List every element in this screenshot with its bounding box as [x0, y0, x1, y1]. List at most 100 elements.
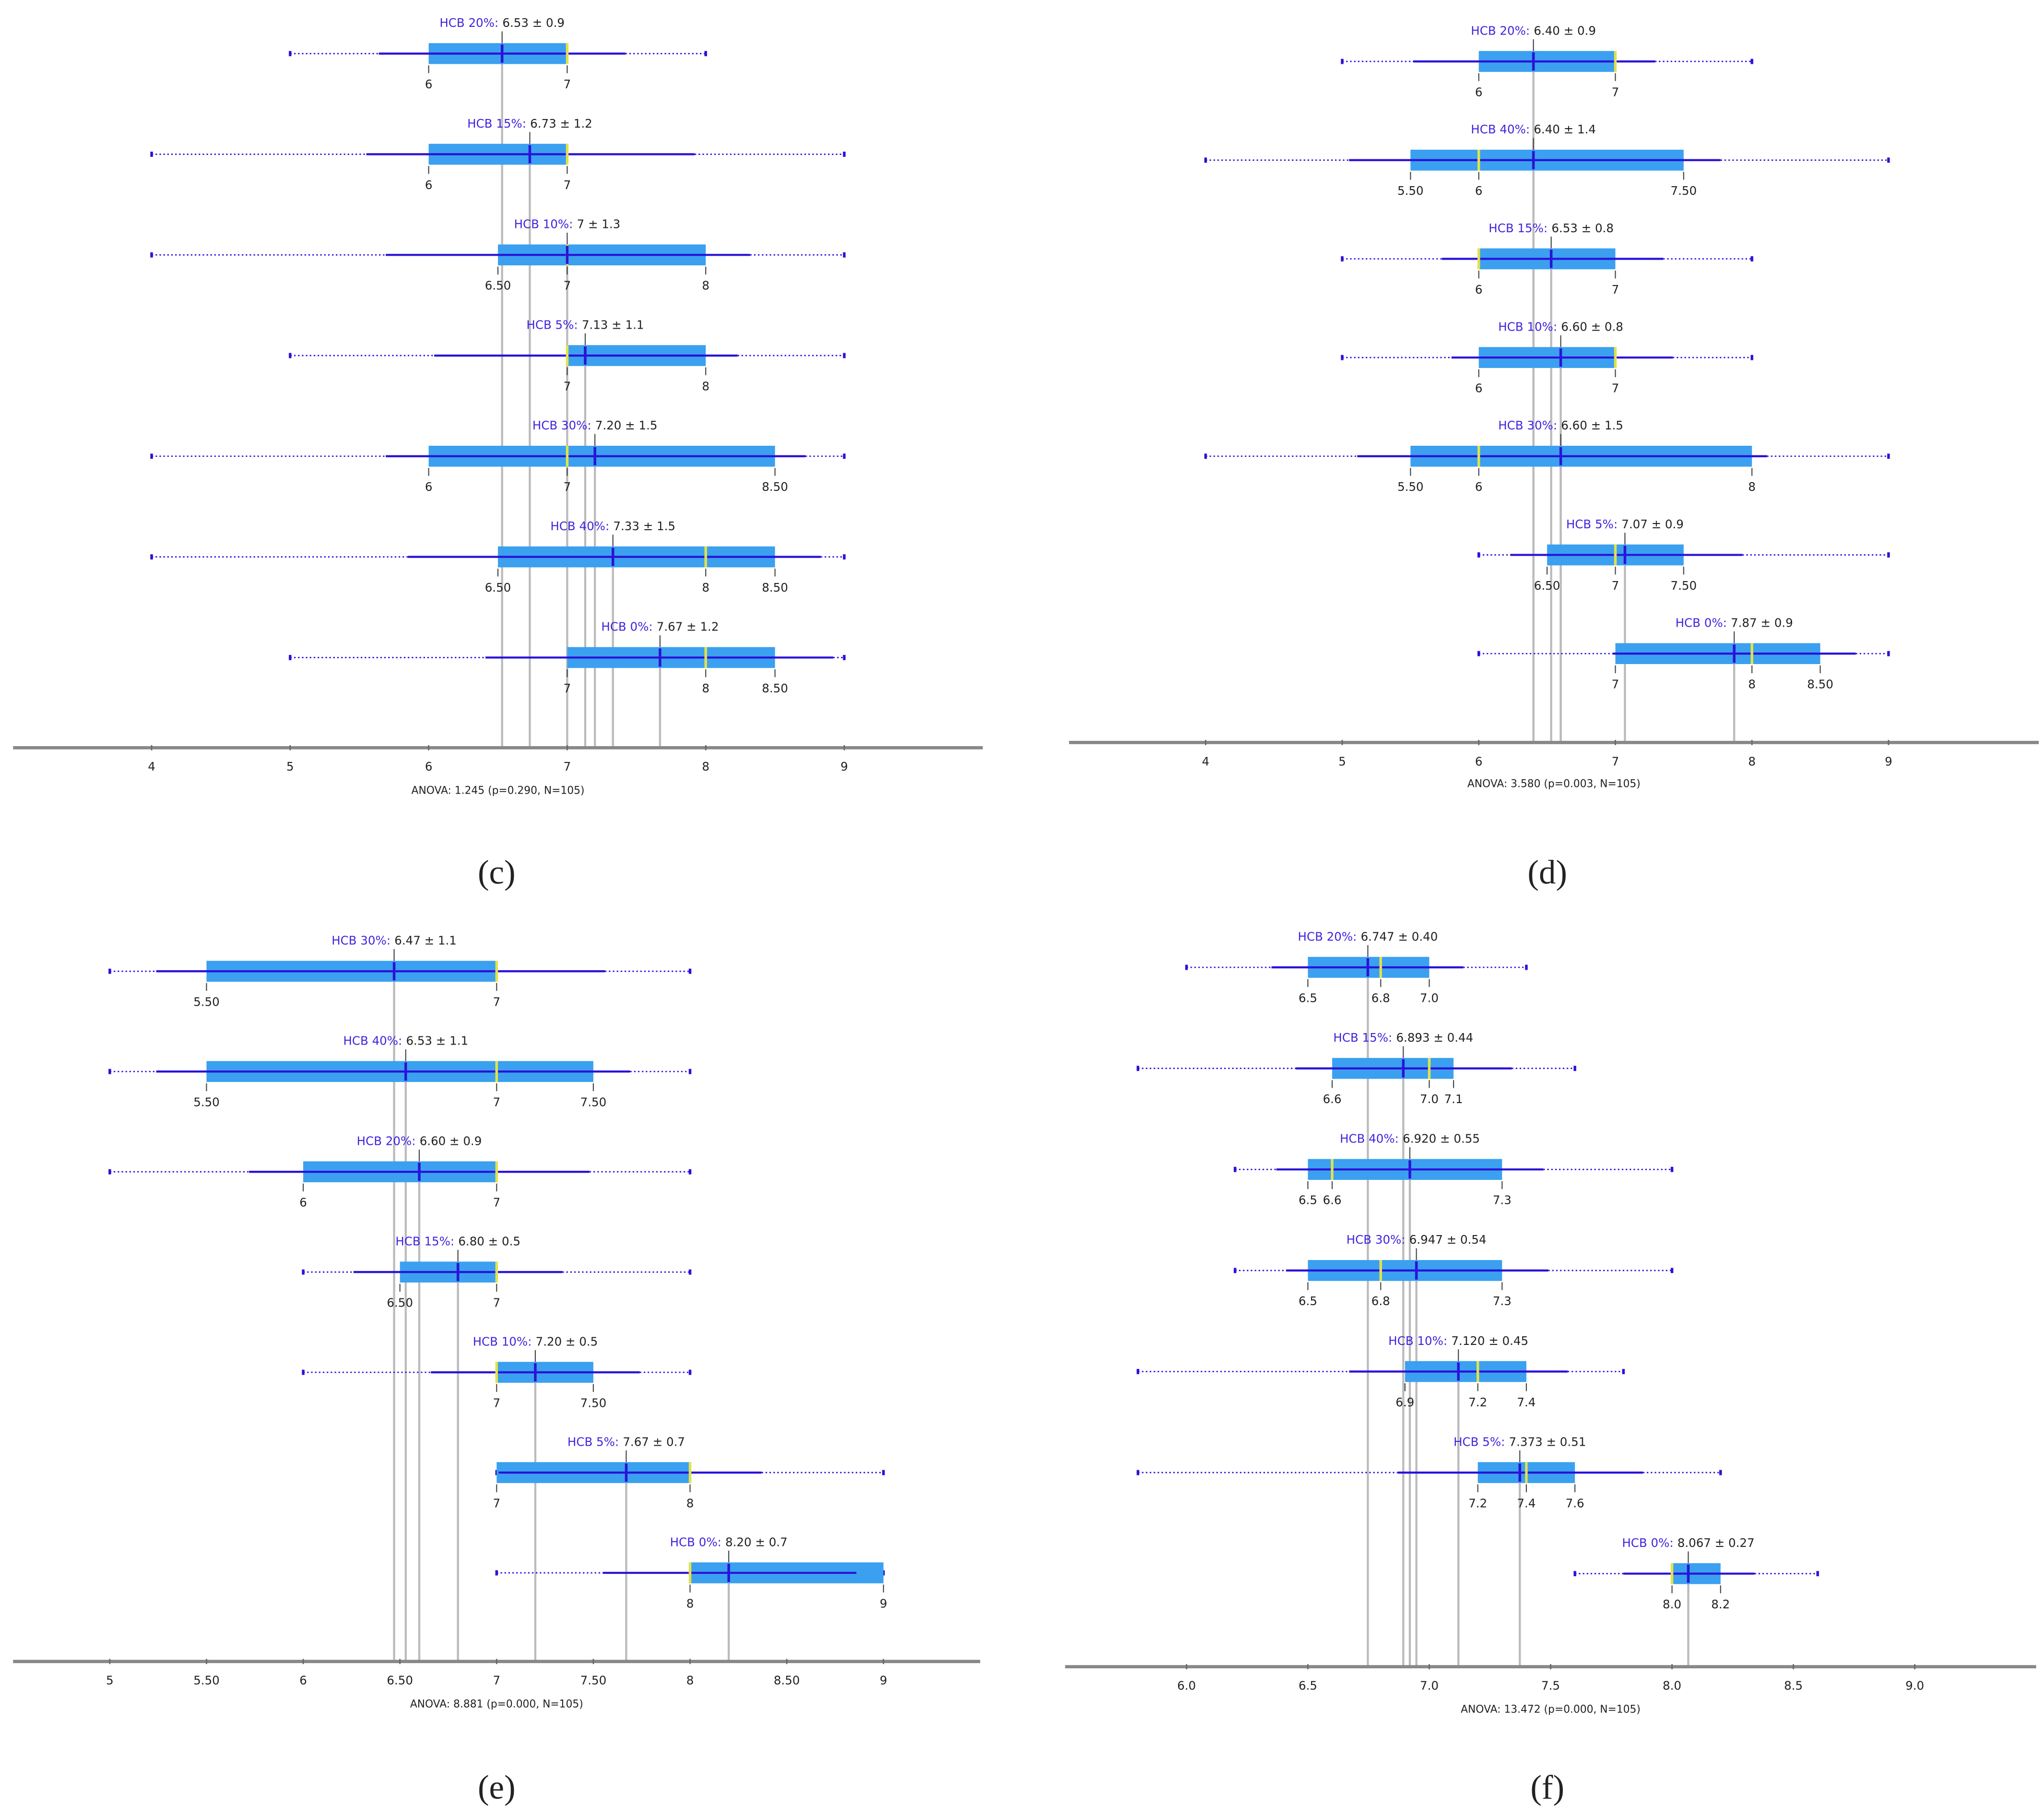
- mean-stat: 6.53 ± 0.9: [502, 16, 565, 30]
- quartile-label: 7.6: [1566, 1496, 1584, 1510]
- quartile-label: 7: [1612, 381, 1619, 395]
- box-label: HCB 30%: 6.60 ± 1.5: [1498, 418, 1623, 432]
- group-name: HCB 10%:: [1498, 320, 1557, 333]
- group-name: HCB 15%:: [467, 117, 526, 131]
- panel-label: (c): [478, 854, 516, 892]
- group-name: HCB 0%:: [670, 1535, 721, 1549]
- mean-stat: 6.947 ± 0.54: [1409, 1233, 1487, 1247]
- box-label: HCB 30%: 6.47 ± 1.1: [331, 934, 457, 948]
- quartile-label: 7: [564, 178, 571, 192]
- box-label: HCB 30%: 6.947 ± 0.54: [1347, 1233, 1487, 1247]
- box-label: HCB 0%: 7.87 ± 0.9: [1676, 616, 1793, 630]
- quartile-label: 6.5: [1299, 991, 1317, 1005]
- quartile-label: 7: [1612, 85, 1619, 99]
- caption: ANOVA: 3.580 (p=0.003, N=105): [1467, 778, 1641, 790]
- quartile-label: 6: [1475, 85, 1483, 99]
- box-label: HCB 30%: 7.20 ± 1.5: [532, 418, 658, 432]
- x-tick-label: 6: [1475, 754, 1483, 768]
- mean-stat: 7.87 ± 0.9: [1731, 616, 1793, 630]
- quartile-label: 8.50: [762, 480, 788, 494]
- x-tick-label: 8.5: [1784, 1678, 1803, 1692]
- group-name: HCB 40%:: [343, 1034, 402, 1048]
- box-label: HCB 10%: 7 ± 1.3: [514, 217, 621, 231]
- x-tick-label: 7: [1612, 754, 1619, 768]
- quartile-label: 8: [686, 1496, 694, 1510]
- box-label: HCB 40%: 6.53 ± 1.1: [343, 1034, 468, 1048]
- box-label: HCB 5%: 7.13 ± 1.1: [526, 318, 644, 332]
- group-name: HCB 30%:: [1498, 418, 1557, 432]
- box-label: HCB 20%: 6.40 ± 0.9: [1471, 24, 1596, 37]
- box-label: HCB 0%: 8.20 ± 0.7: [670, 1535, 788, 1549]
- quartile-label: 7.4: [1517, 1395, 1536, 1409]
- max-dot: [1719, 1470, 1722, 1475]
- max-dot: [843, 152, 846, 157]
- mean-stat: 7.13 ± 1.1: [582, 318, 644, 332]
- x-tick-label: 5.50: [193, 1674, 220, 1688]
- group-name: HCB 5%:: [526, 318, 578, 332]
- min-dot: [108, 1169, 111, 1175]
- quartile-label: 6.9: [1395, 1395, 1414, 1409]
- max-dot: [1573, 1066, 1576, 1071]
- box-label: HCB 40%: 6.40 ± 1.4: [1471, 122, 1596, 136]
- max-dot: [1525, 964, 1528, 970]
- quartile-label: 8: [702, 279, 709, 293]
- max-dot: [843, 554, 846, 560]
- max-dot: [1887, 453, 1890, 459]
- x-tick-label: 8: [702, 760, 709, 773]
- box-label: HCB 15%: 6.73 ± 1.2: [467, 117, 592, 131]
- mean-stat: 7.33 ± 1.5: [613, 519, 675, 533]
- min-dot: [1341, 59, 1344, 64]
- quartile-label: 9: [880, 1596, 887, 1610]
- x-tick-label: 6.0: [1177, 1678, 1196, 1692]
- box-label: HCB 20%: 6.60 ± 0.9: [357, 1134, 482, 1148]
- x-tick-label: 7.50: [580, 1674, 607, 1688]
- x-tick-label: 4: [1202, 754, 1210, 768]
- quartile-label: 8: [686, 1596, 694, 1610]
- min-dot: [150, 252, 153, 258]
- quartile-label: 6.6: [1323, 1092, 1342, 1106]
- mean-stat: 6.47 ± 1.1: [394, 934, 457, 948]
- min-dot: [108, 968, 111, 974]
- panel: 5 5.50 6 6.50 7 7.50 8 8.50 9 ANOVA: 8.881 (p=0.0…: [13, 934, 981, 1807]
- mean-stat: 7 ± 1.3: [577, 217, 621, 231]
- mean-stat: 7.67 ± 1.2: [657, 620, 719, 634]
- x-tick-label: 7.0: [1420, 1678, 1439, 1692]
- quartile-label: 7: [1612, 579, 1619, 593]
- group-name: HCB 0%:: [1676, 616, 1727, 630]
- x-tick-label: 7: [564, 760, 571, 773]
- quartile-label: 6.50: [387, 1296, 413, 1309]
- mean-stat: 7.20 ± 0.5: [536, 1334, 598, 1348]
- max-dot: [843, 654, 846, 660]
- quartile-label: 7.1: [1444, 1092, 1463, 1106]
- group-name: HCB 15%:: [1333, 1031, 1392, 1045]
- x-tick-label: 5: [286, 760, 294, 773]
- quartile-label: 6: [425, 178, 433, 192]
- quartile-label: 7: [493, 1196, 500, 1210]
- x-tick-label: 6: [425, 760, 433, 773]
- min-dot: [1477, 651, 1480, 656]
- max-dot: [1670, 1166, 1674, 1172]
- group-name: HCB 40%:: [1471, 122, 1530, 136]
- quartile-label: 7.50: [1671, 184, 1697, 198]
- group-name: HCB 30%:: [532, 418, 591, 432]
- group-name: HCB 20%:: [357, 1134, 416, 1148]
- mean-stat: 6.60 ± 0.8: [1561, 320, 1623, 333]
- min-dot: [150, 554, 153, 560]
- group-name: HCB 10%:: [473, 1334, 532, 1348]
- quartile-label: 7.0: [1420, 1092, 1439, 1106]
- panel: 4 5 6 7 8 9 ANOVA: 1.245 (p=0.290, N=105) (c) HC…: [13, 16, 983, 892]
- quartile-label: 7: [493, 995, 500, 1009]
- box-label: HCB 15%: 6.53 ± 0.8: [1489, 221, 1614, 235]
- x-tick-label: 9: [880, 1674, 887, 1688]
- quartile-label: 7: [564, 279, 571, 293]
- min-dot: [1341, 355, 1344, 360]
- panel-label: (d): [1527, 854, 1567, 892]
- quartile-label: 8: [702, 581, 709, 594]
- quartile-label: 8: [1748, 480, 1756, 494]
- quartile-label: 5.50: [1397, 184, 1424, 198]
- min-dot: [302, 1269, 305, 1275]
- quartile-label: 6.8: [1371, 1294, 1390, 1308]
- box-label: HCB 0%: 8.067 ± 0.27: [1622, 1536, 1754, 1550]
- quartile-label: 7.50: [580, 1095, 607, 1109]
